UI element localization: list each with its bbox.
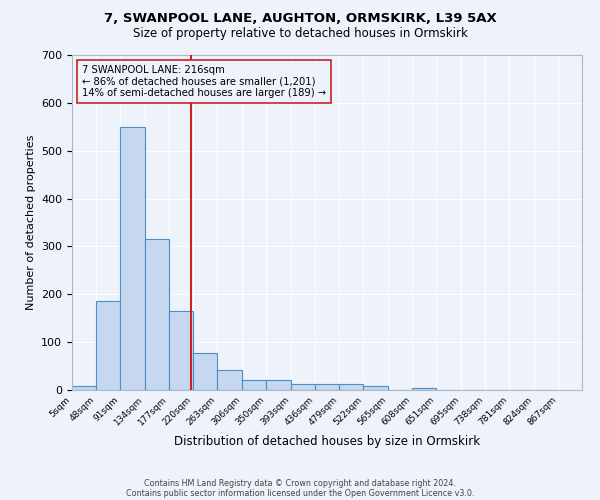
Bar	[193, 352, 217, 390]
Bar	[290, 384, 315, 390]
Bar	[169, 311, 193, 390]
Bar	[96, 302, 121, 390]
Y-axis label: Number of detached properties: Number of detached properties	[26, 135, 35, 310]
Text: Contains HM Land Registry data © Crown copyright and database right 2024.: Contains HM Land Registry data © Crown c…	[144, 478, 456, 488]
X-axis label: Distribution of detached houses by size in Ormskirk: Distribution of detached houses by size …	[174, 436, 480, 448]
Text: 7, SWANPOOL LANE, AUGHTON, ORMSKIRK, L39 5AX: 7, SWANPOOL LANE, AUGHTON, ORMSKIRK, L39…	[104, 12, 496, 26]
Bar	[121, 127, 145, 390]
Bar	[145, 240, 169, 390]
Bar	[315, 384, 339, 390]
Bar	[412, 388, 436, 390]
Text: Size of property relative to detached houses in Ormskirk: Size of property relative to detached ho…	[133, 28, 467, 40]
Text: 7 SWANPOOL LANE: 216sqm
← 86% of detached houses are smaller (1,201)
14% of semi: 7 SWANPOOL LANE: 216sqm ← 86% of detache…	[82, 65, 326, 98]
Bar	[72, 386, 96, 390]
Bar	[217, 370, 242, 390]
Text: Contains public sector information licensed under the Open Government Licence v3: Contains public sector information licen…	[126, 488, 474, 498]
Bar	[266, 380, 290, 390]
Bar	[364, 386, 388, 390]
Bar	[242, 380, 266, 390]
Bar	[339, 384, 364, 390]
